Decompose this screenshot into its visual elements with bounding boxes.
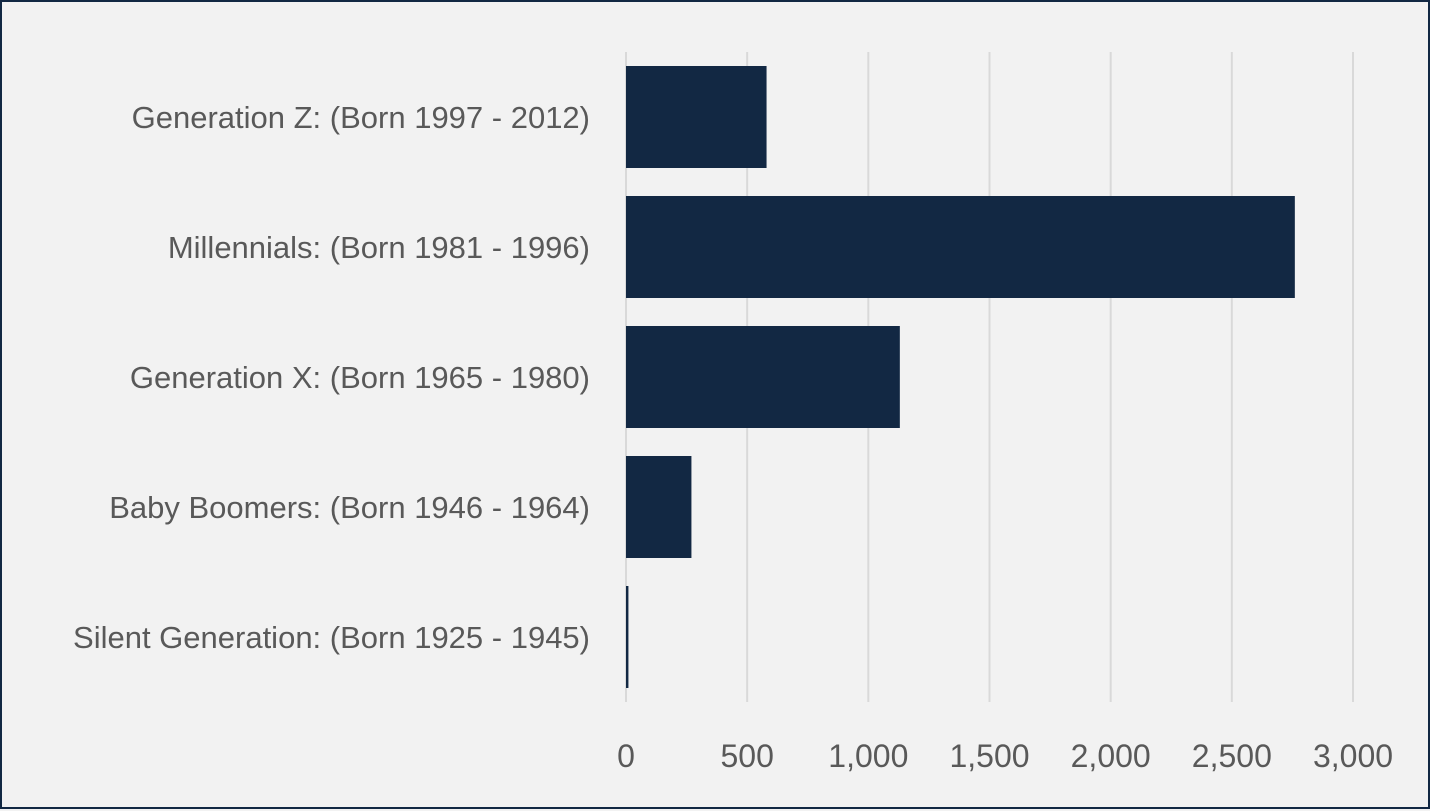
category-label: Millennials: (Born 1981 - 1996) bbox=[168, 230, 590, 265]
category-labels: Generation Z: (Born 1997 - 2012) Millenni… bbox=[73, 100, 590, 655]
bar bbox=[626, 66, 767, 168]
x-tick-label: 1,000 bbox=[828, 738, 908, 774]
x-tick-label: 500 bbox=[720, 738, 773, 774]
category-label: Generation Z: (Born 1997 - 2012) bbox=[132, 100, 590, 135]
x-tick-labels: 0 500 1,000 1,500 2,000 2,500 3,000 bbox=[617, 738, 1393, 774]
x-tick-label: 2,000 bbox=[1071, 738, 1151, 774]
bar bbox=[626, 456, 692, 558]
category-label: Generation X: (Born 1965 - 1980) bbox=[130, 360, 590, 395]
bar bbox=[626, 196, 1295, 298]
x-tick-label: 1,500 bbox=[949, 738, 1029, 774]
bars bbox=[626, 66, 1295, 688]
bar bbox=[626, 586, 629, 688]
x-tick-label: 3,000 bbox=[1313, 738, 1393, 774]
x-tick-label: 2,500 bbox=[1192, 738, 1272, 774]
category-label: Silent Generation: (Born 1925 - 1945) bbox=[73, 620, 590, 655]
bar bbox=[626, 326, 900, 428]
category-label: Baby Boomers: (Born 1946 - 1964) bbox=[109, 490, 590, 525]
x-tick-label: 0 bbox=[617, 738, 635, 774]
